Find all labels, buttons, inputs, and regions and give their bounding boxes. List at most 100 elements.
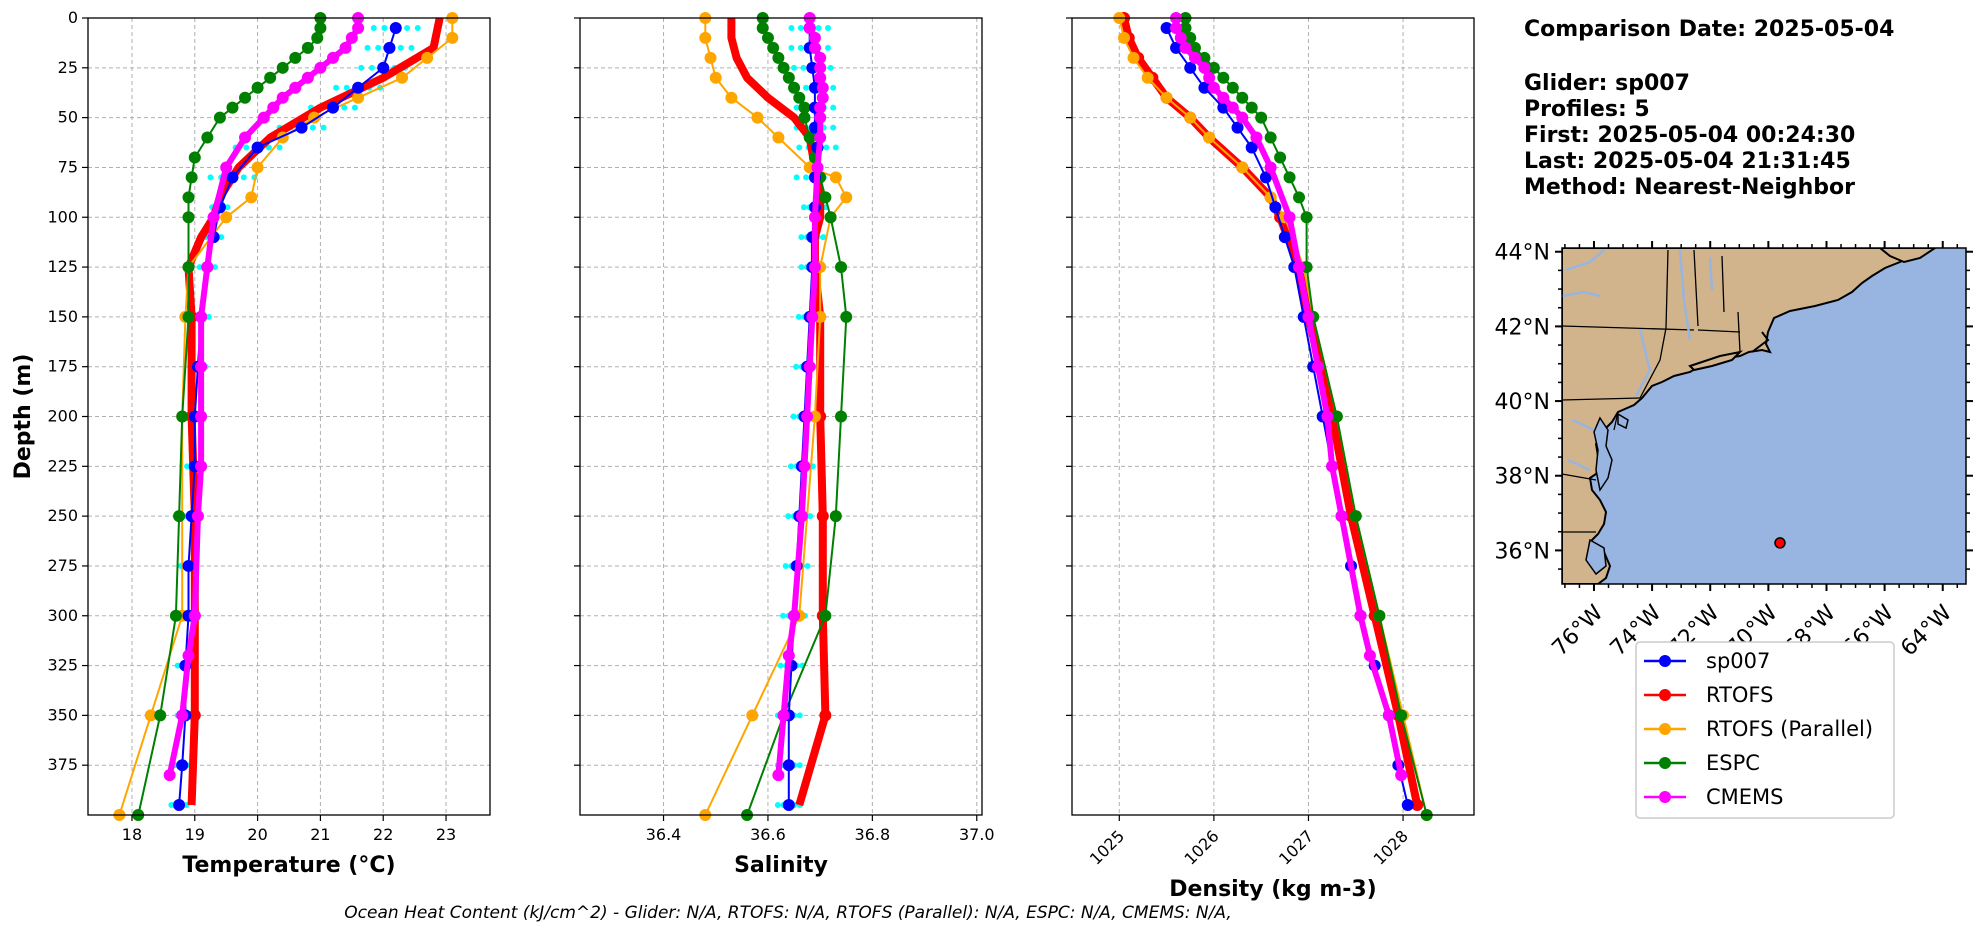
glider-profile-point (790, 413, 797, 420)
data-point (154, 709, 167, 722)
y-tick-label: 350 (47, 705, 78, 724)
x-ticks: 18 19 20 21 22 23 (122, 815, 456, 844)
data-point (782, 759, 795, 772)
map-land (1562, 248, 1917, 584)
glider-profile-point (207, 174, 214, 181)
data-point (245, 191, 258, 204)
glider-profile-point (824, 44, 831, 51)
series-line (1165, 27, 1409, 806)
series-cmems (772, 12, 829, 782)
rivers (1562, 249, 1714, 472)
cape-cod (1751, 331, 1770, 353)
series-rtofs (184, 17, 444, 806)
data-point (352, 91, 365, 104)
data-point (257, 111, 270, 124)
data-point (811, 161, 824, 174)
data-point (782, 71, 795, 84)
data-point (798, 101, 811, 114)
data-point (220, 161, 233, 174)
data-point (808, 261, 821, 274)
data-point (1354, 609, 1367, 622)
data-point (1293, 261, 1306, 274)
grid-lines (88, 18, 490, 815)
x-tick-label: 1028 (1370, 826, 1412, 868)
data-point (793, 91, 806, 104)
y-tick-label: 325 (47, 656, 78, 675)
glider-profile-point (404, 24, 411, 31)
data-point (772, 131, 785, 144)
data-point (1311, 360, 1324, 373)
data-point (326, 101, 339, 114)
x-tick-label: 36.4 (646, 825, 682, 844)
x-axis-label: Temperature (°C) (182, 853, 395, 878)
data-point (251, 161, 264, 174)
data-point (1255, 111, 1268, 124)
data-point (788, 81, 801, 94)
y-tick-label: 25 (58, 58, 78, 77)
data-point (1245, 141, 1258, 154)
y-axis-label: Depth (m) (11, 354, 36, 480)
y-tick-label: 100 (47, 207, 78, 226)
x-tick-label: 19 (185, 825, 205, 844)
data-point (1118, 31, 1131, 44)
data-point (814, 131, 827, 144)
data-point (182, 649, 195, 662)
data-point (814, 101, 827, 114)
data-point (840, 310, 853, 323)
glider-profile-point (798, 264, 805, 271)
grid-lines (580, 18, 982, 815)
data-point (1198, 81, 1211, 94)
data-point (345, 31, 358, 44)
y-tick-label: 200 (47, 407, 78, 426)
data-point (756, 21, 769, 34)
glider-profile-point (243, 144, 250, 151)
data-point (782, 799, 795, 812)
data-point (816, 91, 829, 104)
data-point (704, 51, 717, 64)
data-point (816, 510, 829, 523)
glider-profile-point (218, 234, 225, 241)
data-point (1160, 21, 1173, 34)
data-point (814, 111, 827, 124)
series-cmems (1170, 12, 1408, 782)
data-point (1382, 709, 1395, 722)
data-point (1179, 41, 1192, 54)
data-point (1226, 101, 1239, 114)
data-point (1226, 81, 1239, 94)
data-point (201, 261, 214, 274)
data-point (239, 131, 252, 144)
legend-entry-rtofs: RTOFS (1644, 683, 1773, 707)
data-point (777, 61, 790, 74)
glider-profile-point (832, 144, 839, 151)
data-point (1231, 121, 1244, 134)
data-point (788, 609, 801, 622)
glider-profile-point (276, 144, 283, 151)
data-point (201, 131, 214, 144)
data-point (751, 111, 764, 124)
legend-box (1635, 641, 1895, 819)
glider-profile-point (782, 562, 789, 569)
data-point (1184, 111, 1197, 124)
glider-profile-point (803, 84, 810, 91)
x-axis-label: Density (kg m-3) (1169, 877, 1377, 902)
data-point (819, 709, 832, 722)
data-point (803, 131, 816, 144)
data-point (1321, 410, 1334, 423)
data-point (251, 141, 264, 154)
glider-profile-point (265, 144, 272, 151)
glider-profile-point (800, 204, 807, 211)
data-point (1179, 21, 1192, 34)
data-point (173, 799, 186, 812)
data-point (1373, 609, 1386, 622)
data-point (1236, 91, 1249, 104)
legend-label: RTOFS (Parallel) (1706, 717, 1873, 741)
data-point (185, 171, 198, 184)
data-point (1188, 51, 1201, 64)
x-ticks: 1025 1026 1027 1028 (1086, 815, 1412, 869)
x-tick-label: 1025 (1086, 826, 1128, 868)
data-point (1395, 709, 1408, 722)
x-axis-label: Salinity (734, 853, 828, 878)
location-map: 44°N42°N40°N38°N36°N76°W74°W72°W70°W68°W… (1495, 241, 1973, 661)
glider-profile-point (830, 84, 837, 91)
data-point (195, 310, 208, 323)
